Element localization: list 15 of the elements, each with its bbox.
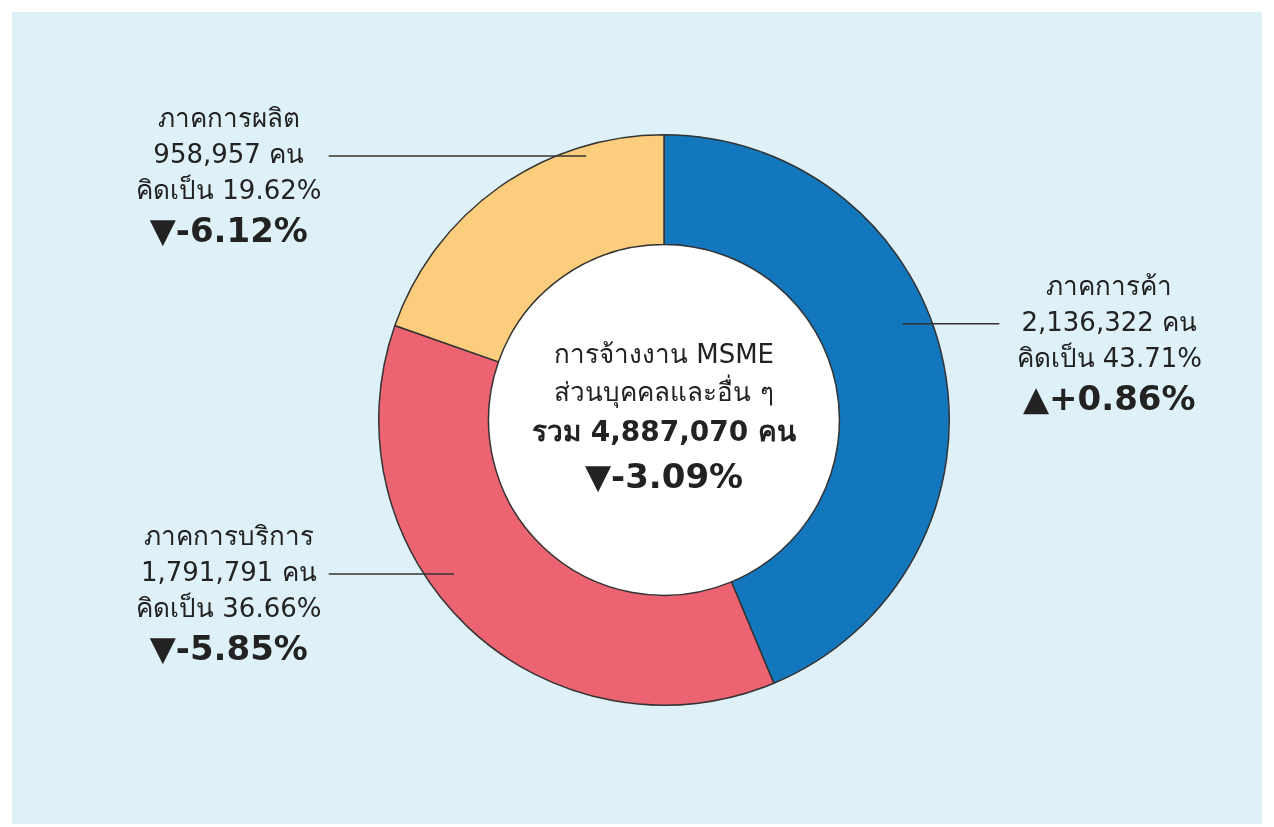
text: ▲+0.86%	[1022, 377, 1196, 418]
text: ▼-3.09%	[584, 455, 744, 496]
text: การจ้างงาน MSME ส่วนบุคคลและอื่น ๆ	[553, 338, 775, 408]
text: คิดเป็น 43.71%	[1016, 342, 1202, 373]
data-label: 1,791,791 คน	[140, 556, 317, 587]
slice-label: ภาคการบริการ	[143, 520, 314, 551]
text: คิดเป็น 19.62%	[136, 174, 322, 205]
text: ▼-6.12%	[149, 209, 308, 250]
slice-label: ภาคการค้า	[1046, 270, 1173, 301]
text: คิดเป็น 36.66%	[136, 592, 322, 623]
text: ▼-5.85%	[149, 627, 308, 668]
slice-label: ภาคการผลิต	[157, 102, 300, 133]
data-label: 958,957 คน	[153, 138, 305, 169]
data-label: 2,136,322 คน	[1021, 306, 1198, 337]
text: รวม 4,887,070 คน	[531, 415, 797, 449]
